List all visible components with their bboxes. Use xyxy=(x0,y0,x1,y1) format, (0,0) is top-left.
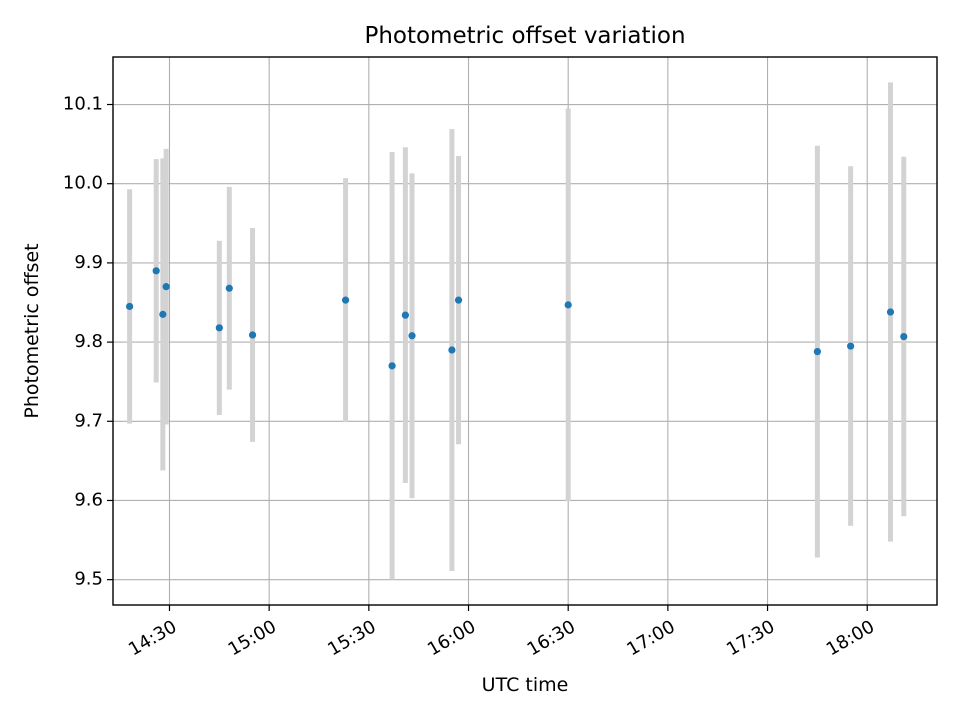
data-point xyxy=(248,331,257,339)
y-axis-label: Photometric offset xyxy=(21,243,43,418)
y-tick-label: 10.0 xyxy=(63,173,103,194)
x-axis-label: UTC time xyxy=(482,674,569,696)
data-point xyxy=(401,311,409,319)
data-point xyxy=(847,342,855,350)
data-point xyxy=(162,283,170,291)
data-point xyxy=(454,296,463,304)
data-point xyxy=(448,346,456,354)
data-point xyxy=(341,296,350,304)
data-point xyxy=(126,302,134,311)
data-point xyxy=(152,267,160,275)
data-point xyxy=(408,332,416,340)
y-tick-label: 9.7 xyxy=(74,410,103,431)
y-axis: 9.5 9.6 9.7 9.8 9.9 10.0 10.1 xyxy=(63,94,113,590)
data-point xyxy=(215,324,223,332)
y-tick-label: 9.5 xyxy=(74,569,103,590)
chart-title: Photometric offset variation xyxy=(364,23,685,49)
data-point xyxy=(900,332,908,341)
data-point xyxy=(813,347,821,356)
grid xyxy=(113,57,937,605)
data-point xyxy=(225,284,233,292)
plot-area-frame xyxy=(112,56,938,606)
data-point xyxy=(388,362,396,370)
y-tick-label: 10.1 xyxy=(63,94,103,115)
data-point xyxy=(564,301,572,309)
y-tick-label: 9.6 xyxy=(74,489,103,510)
data-point xyxy=(159,310,167,318)
y-tick-label: 9.9 xyxy=(74,252,103,273)
data-points xyxy=(126,267,908,370)
y-tick-label: 9.8 xyxy=(74,331,103,352)
data-point xyxy=(886,308,895,316)
